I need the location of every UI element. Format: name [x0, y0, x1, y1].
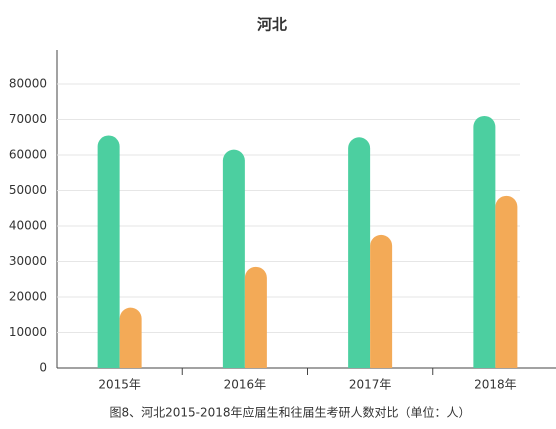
- y-tick-label: 60000: [9, 148, 47, 162]
- bar: [244, 266, 267, 368]
- y-tick-label: 70000: [9, 112, 47, 126]
- chart-title: 河北: [257, 16, 287, 34]
- y-tick-label: 10000: [9, 325, 47, 339]
- bar: [97, 135, 120, 368]
- bar: [370, 234, 393, 368]
- bar: [222, 149, 245, 368]
- y-tick-label: 20000: [9, 290, 47, 304]
- bar: [495, 195, 518, 368]
- x-tick-label: 2016年: [224, 378, 267, 392]
- y-tick-label: 50000: [9, 183, 47, 197]
- bar: [348, 137, 371, 368]
- x-tick-label: 2018年: [474, 378, 517, 392]
- bar: [119, 307, 142, 368]
- x-tick-label: 2015年: [98, 378, 141, 392]
- x-tick-label: 2017年: [349, 378, 392, 392]
- chart-caption: 图8、河北2015-2018年应届生和往届生考研人数对比（单位：人）: [109, 405, 470, 420]
- y-tick-label: 80000: [9, 77, 47, 91]
- y-tick-label: 30000: [9, 254, 47, 268]
- y-tick-label: 0: [39, 361, 47, 375]
- y-tick-label: 40000: [9, 219, 47, 233]
- bar: [473, 115, 496, 368]
